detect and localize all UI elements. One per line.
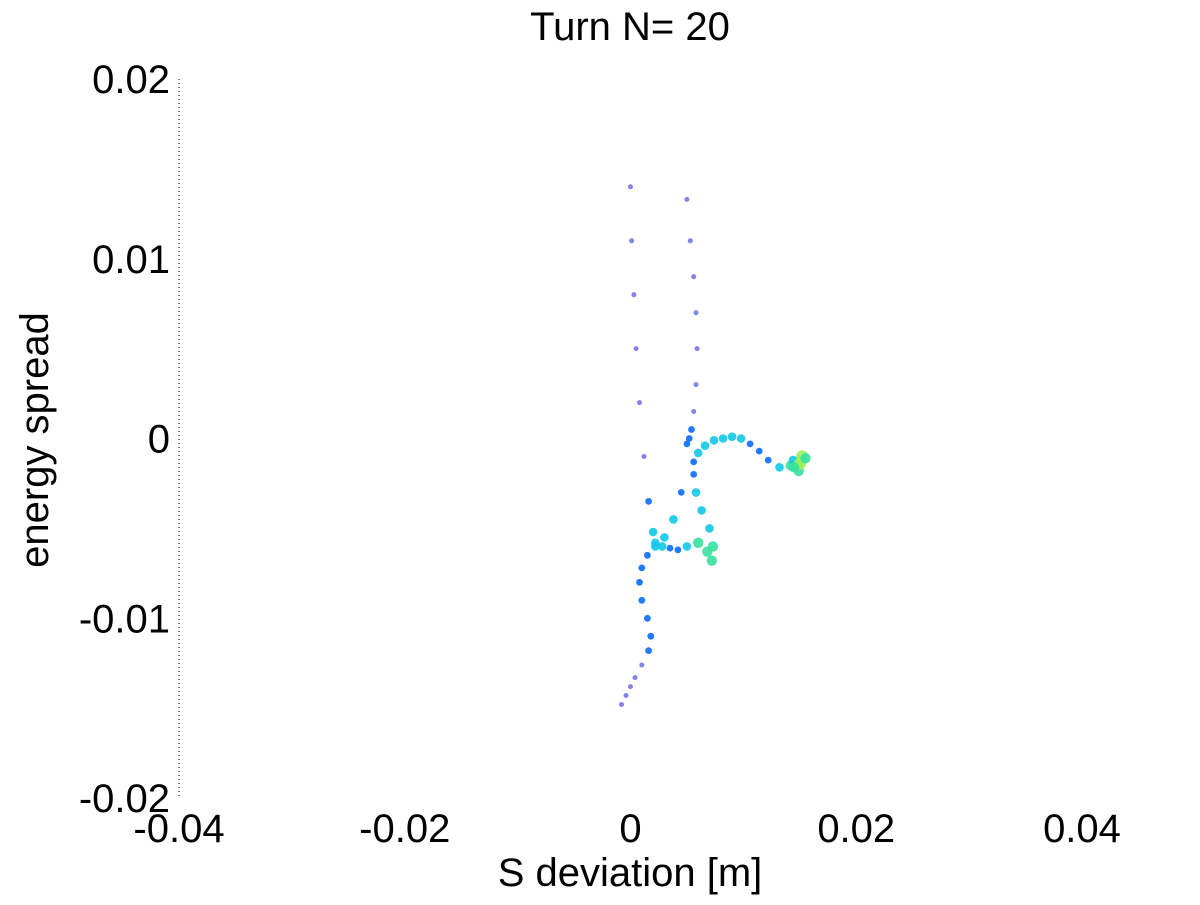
x-tick-label: -0.02 [359,807,450,851]
data-point [705,524,714,533]
data-point [666,544,674,552]
data-point [631,292,637,298]
data-point [693,537,704,548]
data-point [693,382,699,388]
data-point [800,453,811,464]
data-point [688,426,695,433]
data-point [637,400,642,406]
data-point [677,489,685,496]
data-point [775,463,784,472]
data-point [691,409,697,414]
data-point [644,614,651,622]
data-point [727,432,737,442]
data-point [700,441,710,451]
data-point [660,533,669,542]
data-point [623,693,629,698]
data-point [636,578,643,586]
x-tick-label: 0.04 [1043,807,1121,851]
y-axis-label: energy spread [13,312,57,568]
data-point [706,555,717,566]
data-point [693,310,699,316]
data-point [693,448,703,458]
data-point [648,527,658,537]
data-point [628,684,633,690]
y-tick-label: 0 [148,418,170,462]
data-point [638,564,646,572]
data-point [638,596,646,604]
data-point [789,462,800,473]
scatter-points [619,184,811,707]
data-point [691,488,701,497]
x-tick-label: 0 [619,807,641,851]
data-point [628,184,633,190]
data-point [645,647,652,654]
data-point [683,440,691,448]
y-tick-label: -0.01 [79,597,170,641]
data-point [746,440,754,448]
data-point [639,662,645,668]
x-tick-labels: -0.04 -0.02 0 0.02 0.04 [133,807,1121,851]
data-point [694,346,700,352]
data-point [687,238,693,244]
data-point [633,346,639,352]
data-point [691,274,697,280]
data-point [764,456,772,464]
data-point [709,436,719,445]
data-point [707,541,719,552]
y-tick-labels: -0.02 -0.01 0 0.01 0.02 [79,58,170,821]
data-point [690,458,698,466]
y-tick-label: 0.02 [92,58,170,102]
data-point [647,632,655,640]
data-point [619,702,624,707]
data-point [674,546,682,554]
data-point [697,506,706,515]
data-point [690,471,698,478]
chart-title: Turn N= 20 [530,5,730,49]
data-point [644,551,651,559]
data-point [641,454,647,459]
data-point [632,675,638,681]
y-tick-label: -0.02 [79,777,170,821]
data-point [682,542,692,551]
data-point [684,196,690,202]
data-point [629,238,635,244]
data-point [651,542,660,551]
x-axis-label: S deviation [m] [498,851,763,895]
data-point [657,542,667,551]
data-point [645,498,652,505]
data-point [685,435,693,442]
data-point [755,447,763,455]
data-point [718,434,728,443]
data-point [669,515,678,524]
x-tick-label: 0.02 [817,807,895,851]
data-point [736,434,746,443]
x-tick-label: -0.04 [133,807,224,851]
y-tick-label: 0.01 [92,238,170,282]
